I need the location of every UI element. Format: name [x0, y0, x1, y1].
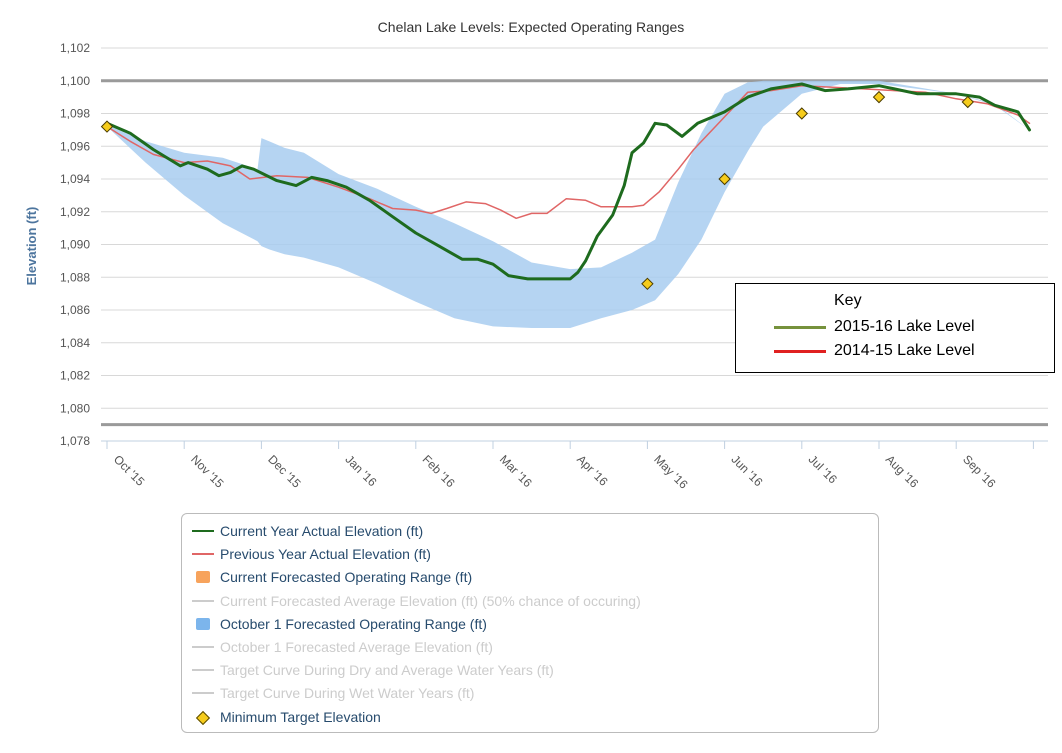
minimum-target-marker [100, 120, 114, 133]
x-tick-label: Mar '16 [497, 452, 535, 490]
legend-line-swatch [192, 547, 214, 561]
legend: Current Year Actual Elevation (ft) Previo… [181, 513, 879, 733]
x-tick-label: Jan '16 [342, 452, 379, 489]
legend-line-swatch [192, 594, 214, 608]
legend-label: October 1 Forecasted Operating Range (ft… [220, 615, 487, 632]
legend-item[interactable]: October 1 Forecasted Operating Range (ft… [192, 613, 487, 635]
legend-label: Current Forecasted Average Elevation (ft… [220, 592, 641, 609]
key-line-2014-15 [774, 349, 826, 353]
x-tick-label: Apr '16 [574, 452, 611, 489]
minimum-target-marker [718, 172, 731, 186]
legend-line-swatch [192, 663, 214, 677]
marker-layer [100, 90, 974, 291]
legend-item[interactable]: Minimum Target Elevation [192, 706, 381, 728]
legend-label: Previous Year Actual Elevation (ft) [220, 546, 431, 563]
key-entry-2014-15: 2014-15 Lake Level [774, 342, 975, 360]
y-tick-label: 1,080 [60, 401, 90, 415]
x-tick-label: Sep '16 [960, 452, 999, 491]
x-tick-label: Nov '15 [188, 452, 227, 491]
x-tick-label: Oct '15 [111, 452, 148, 489]
minimum-target-marker [795, 107, 809, 120]
legend-item[interactable]: Current Forecasted Operating Range (ft) [192, 566, 472, 588]
legend-item[interactable]: Target Curve During Dry and Average Wate… [192, 659, 554, 681]
october-forecast-band [107, 80, 1030, 328]
minimum-target-marker [872, 90, 886, 104]
y-tick-label: 1,094 [60, 172, 90, 186]
legend-rect-swatch [192, 617, 214, 631]
legend-label: October 1 Forecasted Average Elevation (… [220, 639, 493, 655]
key-line-2015-16 [774, 325, 826, 329]
legend-item[interactable]: October 1 Forecasted Average Elevation (… [192, 636, 493, 658]
y-tick-label: 1,078 [60, 434, 90, 448]
legend-label: Current Forecasted Operating Range (ft) [220, 569, 473, 586]
y-tick-label: 1,086 [60, 303, 90, 317]
y-tick-label: 1,084 [60, 336, 90, 350]
y-tick-labels: 1,078 1,080 1,082 1,084 1,086 1,088 1,090 1,092… [60, 41, 90, 448]
y-tick-label: 1,082 [60, 369, 90, 383]
legend-line-swatch [192, 524, 214, 538]
x-tick-label: May '16 [651, 452, 691, 492]
legend-item[interactable]: Target Curve During Wet Water Years (ft) [192, 682, 474, 704]
x-tick-labels: Oct '15 Nov '15 Dec '15 Jan '16 Feb '16 Mar '… [111, 452, 999, 492]
key-box: Key 2015-16 Lake Level 2014-15 Lake Leve… [735, 283, 1055, 373]
y-tick-label: 1,098 [60, 107, 90, 121]
legend-label: Target Curve During Dry and Average Wate… [220, 662, 554, 679]
diamond-icon [192, 710, 214, 725]
legend-item[interactable]: Current Year Actual Elevation (ft) [192, 520, 423, 542]
grid [101, 47, 1048, 449]
key-title: Key [834, 292, 862, 309]
legend-label: Minimum Target Elevation [220, 708, 381, 725]
key-entry-2015-16: 2015-16 Lake Level [774, 318, 975, 336]
series-previous-year [106, 84, 1031, 220]
minimum-target-marker [961, 95, 974, 109]
forecast-band-layer [107, 80, 1030, 328]
legend-line-swatch [192, 640, 214, 654]
series-current-year [105, 82, 1031, 281]
legend-rect-swatch [192, 570, 214, 584]
x-tick-label: Jul '16 [806, 452, 840, 486]
x-tick-label: Dec '15 [265, 452, 304, 491]
y-tick-label: 1,102 [60, 41, 90, 55]
minimum-target-marker [641, 277, 654, 291]
legend-line-swatch [192, 686, 214, 700]
x-tick-label: Feb '16 [420, 452, 458, 490]
series-layer [105, 82, 1031, 281]
y-tick-label: 1,100 [60, 74, 90, 88]
y-tick-label: 1,090 [60, 238, 90, 252]
y-tick-label: 1,092 [60, 205, 90, 219]
legend-item[interactable]: Previous Year Actual Elevation (ft) [192, 543, 431, 565]
y-tick-label: 1,088 [60, 270, 90, 284]
y-axis-label: Elevation (ft) [24, 207, 39, 286]
legend-item[interactable]: Current Forecasted Average Elevation (ft… [192, 590, 641, 612]
y-tick-label: 1,096 [60, 139, 90, 153]
x-tick-label: Aug '16 [883, 452, 922, 491]
key-label-2015-16: 2015-16 Lake Level [834, 318, 975, 335]
x-tick-label: Jun '16 [728, 452, 765, 489]
legend-label: Target Curve During Wet Water Years (ft) [220, 685, 475, 702]
key-label-2014-15: 2014-15 Lake Level [834, 342, 975, 359]
legend-label: Current Year Actual Elevation (ft) [220, 523, 424, 539]
chart-title: Chelan Lake Levels: Expected Operating R… [378, 19, 685, 35]
